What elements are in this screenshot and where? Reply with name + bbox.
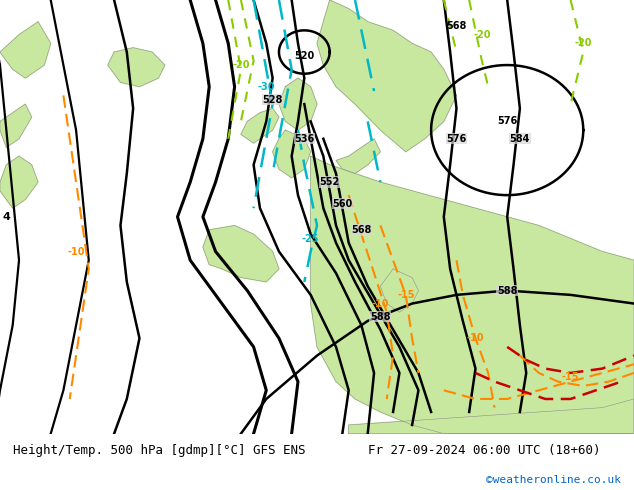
Polygon shape [336, 139, 380, 173]
Text: -25: -25 [302, 234, 320, 244]
Polygon shape [0, 22, 51, 78]
Text: 528: 528 [262, 95, 283, 105]
Text: 588: 588 [370, 312, 391, 321]
Text: 520: 520 [294, 51, 314, 61]
Polygon shape [0, 156, 38, 208]
Polygon shape [273, 130, 311, 178]
Polygon shape [380, 269, 418, 312]
Text: 576: 576 [497, 117, 517, 126]
Text: -15: -15 [562, 372, 579, 382]
Text: -10: -10 [372, 298, 389, 309]
Text: 568: 568 [351, 225, 372, 235]
Text: Height/Temp. 500 hPa [gdmp][°C] GFS ENS: Height/Temp. 500 hPa [gdmp][°C] GFS ENS [13, 444, 305, 457]
Text: -10: -10 [67, 246, 85, 257]
Text: Fr 27-09-2024 06:00 UTC (18+60): Fr 27-09-2024 06:00 UTC (18+60) [368, 444, 600, 457]
Polygon shape [317, 0, 456, 152]
Text: 536: 536 [294, 134, 314, 144]
Polygon shape [203, 225, 279, 282]
Polygon shape [0, 104, 32, 147]
Text: 4: 4 [3, 212, 10, 222]
Text: 588: 588 [497, 286, 517, 295]
Text: 552: 552 [320, 177, 340, 187]
Text: -15: -15 [397, 290, 415, 300]
Polygon shape [311, 156, 634, 434]
Polygon shape [349, 399, 634, 434]
Text: 560: 560 [332, 199, 353, 209]
Text: -10: -10 [467, 333, 484, 343]
Text: 576: 576 [446, 134, 467, 144]
Text: 568: 568 [446, 21, 467, 31]
Polygon shape [108, 48, 165, 87]
Text: ©weatheronline.co.uk: ©weatheronline.co.uk [486, 475, 621, 485]
Text: -20: -20 [232, 60, 250, 70]
Text: -20: -20 [473, 30, 491, 40]
Polygon shape [241, 108, 279, 143]
Polygon shape [279, 78, 317, 130]
Text: -20: -20 [574, 38, 592, 49]
Text: -30: -30 [257, 82, 275, 92]
Text: 584: 584 [510, 134, 530, 144]
